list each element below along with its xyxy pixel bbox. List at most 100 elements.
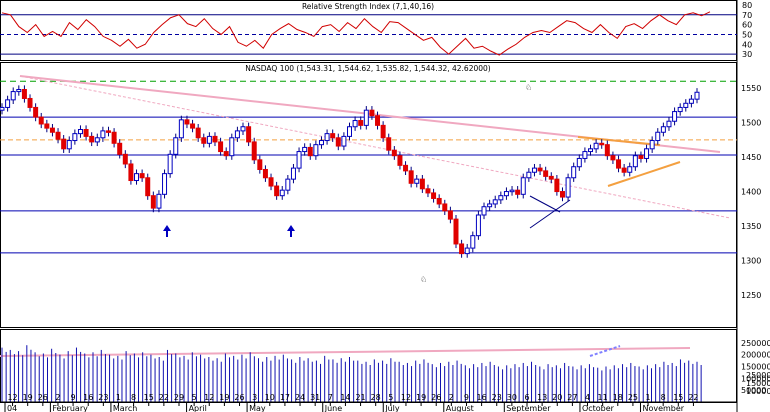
price-candle xyxy=(627,166,633,173)
x-day-label: 19 xyxy=(416,393,426,402)
price-candle xyxy=(128,163,134,182)
x-day-label: 23 xyxy=(492,393,502,402)
price-candle xyxy=(571,166,577,179)
price-tick-label: 1250 xyxy=(741,291,761,300)
x-day-label: 25 xyxy=(628,393,638,402)
rsi-tick-label: 80 xyxy=(742,1,752,10)
price-candle xyxy=(33,106,39,118)
volume-tick-label: 25000 xyxy=(746,371,770,380)
trend-line-navy xyxy=(529,199,571,229)
price-candle xyxy=(660,126,666,133)
rsi-series xyxy=(1,11,711,56)
price-candle xyxy=(672,111,678,122)
price-candle xyxy=(683,102,689,108)
x-day-label: 8 xyxy=(661,393,666,402)
x-month-label: July xyxy=(384,404,400,412)
price-candle xyxy=(268,177,274,187)
x-day-label: 12 xyxy=(204,393,214,402)
x-day-label: 1 xyxy=(645,393,650,402)
x-month-label: March xyxy=(113,404,137,412)
price-candle xyxy=(313,144,319,157)
price-candle xyxy=(318,140,324,146)
x-day-label: 10 xyxy=(265,393,275,402)
price-candle xyxy=(100,130,106,139)
price-candle xyxy=(307,146,313,157)
price-candle xyxy=(290,167,296,180)
price-tick-label: 1550 xyxy=(741,84,761,93)
rsi-tick-label: 40 xyxy=(742,40,752,49)
price-tick-label: 1300 xyxy=(741,257,761,266)
volume-tick-label: 50000 xyxy=(741,386,766,395)
price-candle xyxy=(487,203,493,208)
x-day-label: 8 xyxy=(131,393,136,402)
price-candle xyxy=(55,131,61,140)
price-candle xyxy=(330,133,336,139)
price-candle xyxy=(436,197,442,205)
price-candle xyxy=(352,120,358,128)
rsi-line xyxy=(1,11,711,56)
price-candle xyxy=(655,131,661,142)
price-candle xyxy=(649,140,655,150)
x-month-label: October xyxy=(582,404,615,412)
x-day-label: 26 xyxy=(431,393,441,402)
price-candle xyxy=(408,170,414,184)
rsi-title: Relative Strength Index (7,1,40,16) xyxy=(302,2,434,11)
volume-series xyxy=(1,345,702,402)
price-candle xyxy=(0,106,5,111)
price-candle xyxy=(358,120,364,126)
x-day-label: 27 xyxy=(567,393,577,402)
volume-tick-label: 100000 xyxy=(741,374,770,383)
x-day-label: 14 xyxy=(340,393,350,402)
trend-line-orange-upper xyxy=(577,136,661,146)
price-candle xyxy=(509,189,515,193)
price-candle xyxy=(526,171,532,179)
volume-tick-label: 250000 xyxy=(741,339,770,348)
price-candle xyxy=(616,159,622,169)
x-day-label: 20 xyxy=(552,393,562,402)
x-day-label: 13 xyxy=(537,393,547,402)
price-candle xyxy=(184,119,190,125)
price-candle xyxy=(111,131,117,144)
price-candle xyxy=(173,137,179,155)
price-candle xyxy=(666,120,672,128)
rsi-tick-label: 60 xyxy=(742,21,752,30)
x-day-label: 7 xyxy=(328,393,333,402)
rsi-tick-label: 50 xyxy=(742,30,752,39)
price-candle xyxy=(414,178,420,184)
price-candle xyxy=(206,135,212,144)
x-day-label: 23 xyxy=(98,393,108,402)
price-candle xyxy=(369,109,375,117)
rsi-tick-label: 30 xyxy=(742,50,752,59)
price-candle xyxy=(576,157,582,168)
x-day-label: 15 xyxy=(144,393,154,402)
price-series xyxy=(0,85,700,258)
price-candle xyxy=(246,126,252,143)
x-day-label: 16 xyxy=(83,393,93,402)
x-day-label: 3 xyxy=(252,393,257,402)
x-day-label: 16 xyxy=(477,393,487,402)
x-month-label: February xyxy=(52,404,88,412)
x-day-label: 22 xyxy=(688,393,698,402)
x-day-label: 4 xyxy=(585,393,590,402)
price-candle xyxy=(391,149,397,157)
price-candle xyxy=(21,89,27,99)
up-arrow-icon xyxy=(287,225,295,237)
x-day-label: 28 xyxy=(371,393,381,402)
price-candle xyxy=(190,123,196,129)
price-candle xyxy=(201,137,207,144)
price-candle xyxy=(223,151,229,157)
price-panel xyxy=(0,62,737,328)
price-candle xyxy=(145,177,151,197)
price-candle xyxy=(262,168,268,179)
volume-trend-line xyxy=(0,347,691,357)
price-candle xyxy=(324,133,330,142)
price-candle xyxy=(234,130,240,139)
price-candle xyxy=(503,191,509,197)
price-candle xyxy=(178,119,184,139)
volume-tick-label: 10000 xyxy=(746,387,770,396)
x-day-label: 24 xyxy=(295,393,305,402)
x-day-label: 17 xyxy=(280,393,290,402)
price-candle xyxy=(335,137,341,147)
price-tick-label: 1400 xyxy=(741,188,761,197)
